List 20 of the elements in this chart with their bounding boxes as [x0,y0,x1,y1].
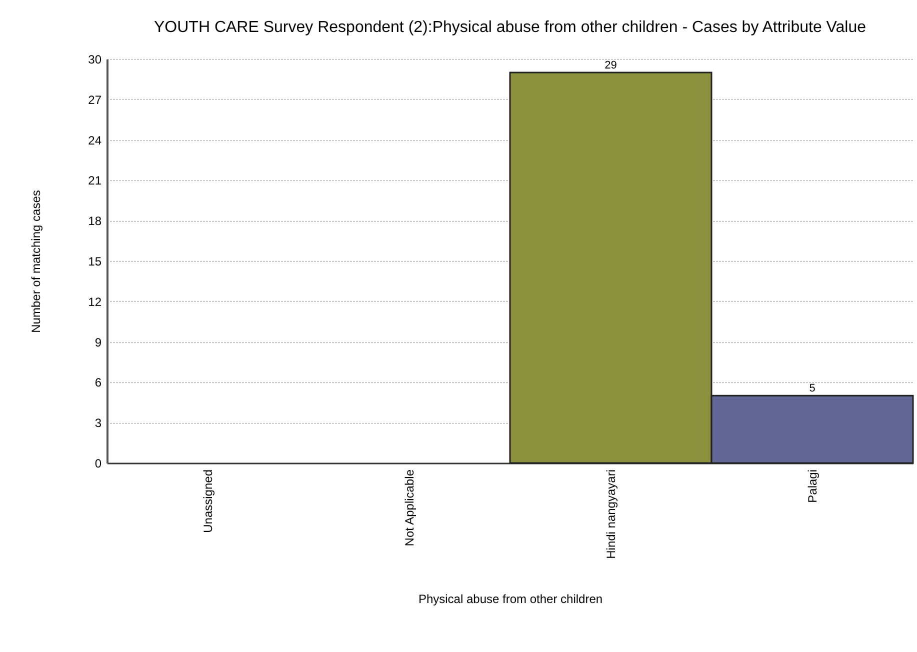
y-tick-label: 27 [88,92,102,107]
x-tick-label: Palagi [805,470,820,503]
y-tick-label: 12 [88,294,102,309]
y-tick-label: 6 [94,376,102,390]
data-label: 29 [604,59,617,72]
y-tick-label: 24 [88,133,102,148]
y-tick-label: 21 [88,174,102,188]
y-tick-label: 3 [94,416,102,430]
x-tick-label: Hindi nangyayari [604,470,618,559]
x-axis-title: Physical abuse from other children [418,592,603,606]
y-axis-title: Number of matching cases [29,190,44,333]
chart-title: YOUTH CARE Survey Respondent (2):Physical abuse from other children - Cases by Attribute Value [154,19,866,36]
y-tick-label: 18 [88,214,102,228]
data-label: 5 [809,382,816,395]
x-tick-label: Not Applicable [402,469,416,546]
x-tick-label: Unassigned [200,470,215,533]
y-tick-label: 15 [88,254,102,268]
y-tick-label: 30 [88,52,102,66]
y-tick-label: 0 [94,456,102,470]
y-tick-label: 9 [94,335,102,350]
